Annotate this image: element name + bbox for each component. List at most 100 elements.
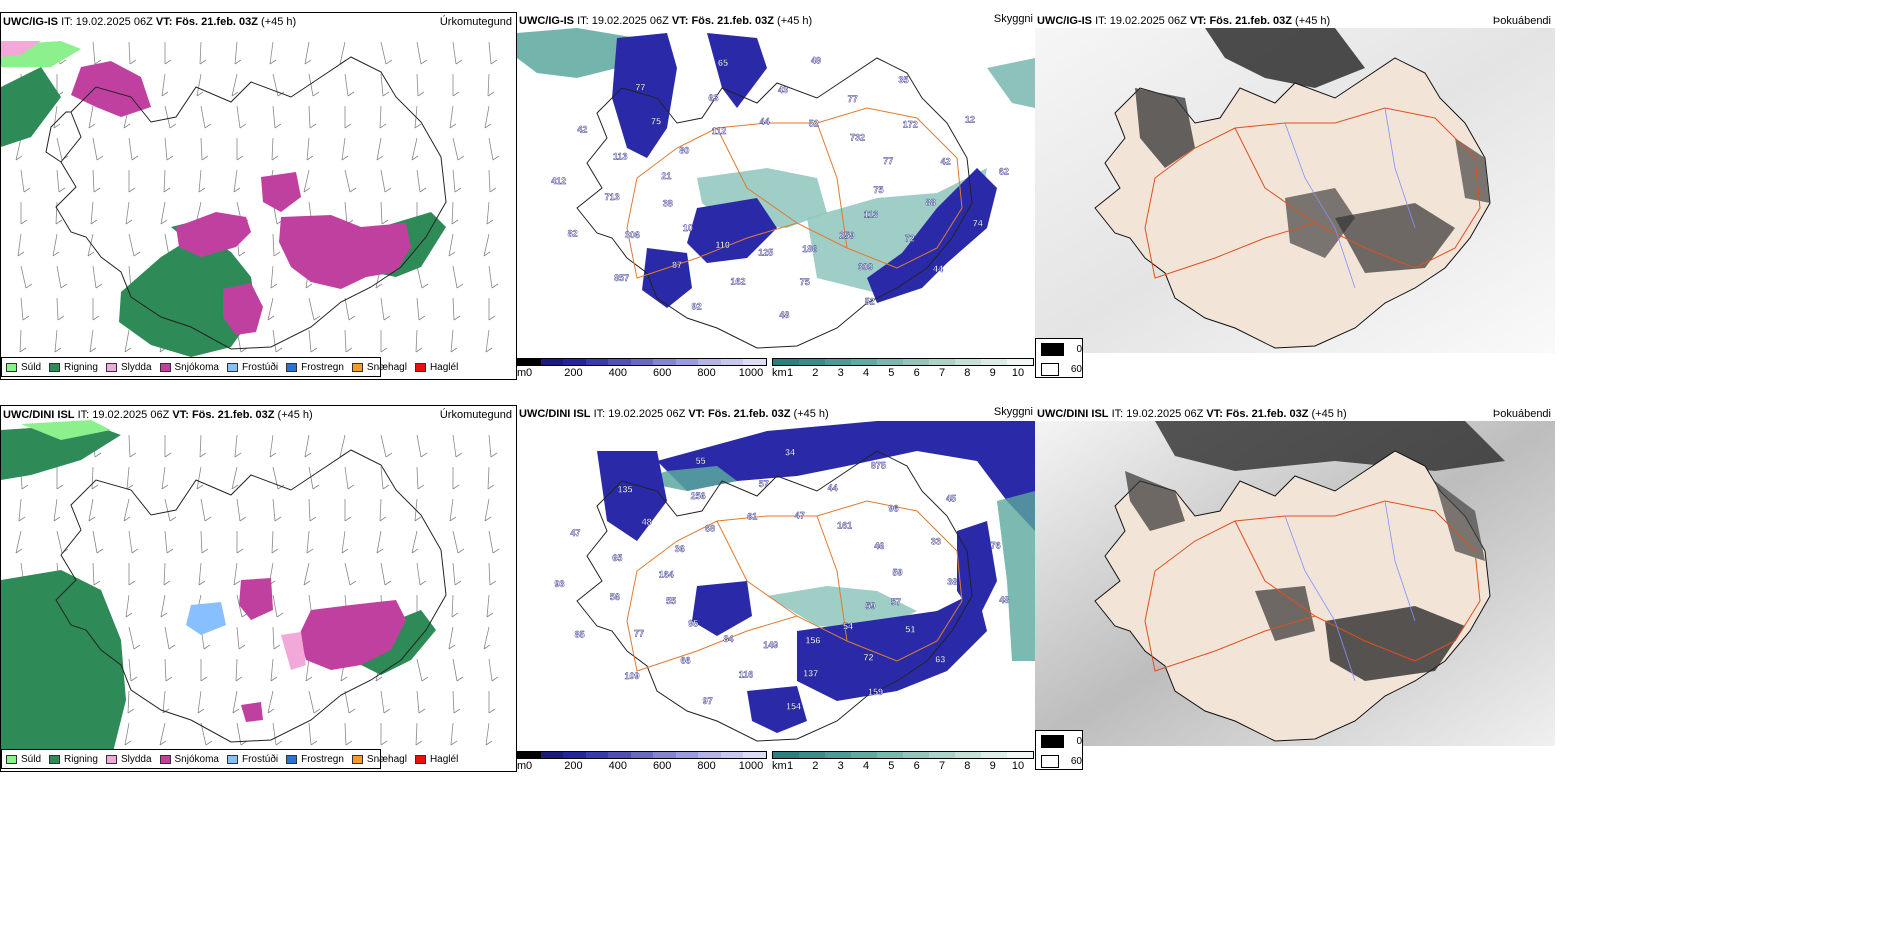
wind-barb [160, 201, 168, 225]
wind-barb [344, 106, 352, 129]
ceiling-value-label: 85 [575, 630, 585, 640]
wind-barb [452, 530, 465, 554]
wind-barb [308, 722, 318, 746]
wind-barb [164, 42, 172, 65]
legend-label: Súld [21, 753, 42, 765]
wind-barb [233, 562, 241, 586]
precip-map [1, 420, 500, 760]
wind-barb [92, 169, 101, 193]
colorbar-tick-label: 9 [989, 367, 996, 379]
colorbar-segment [773, 359, 799, 365]
low-ceiling-area-nw [612, 33, 677, 158]
snow-area-highland [261, 172, 301, 212]
colorbar-segment [799, 752, 825, 758]
wind-barb [488, 41, 498, 65]
legend-swatch [105, 362, 117, 372]
wind-barb [18, 498, 26, 522]
colorbar-segment [585, 752, 609, 758]
colorbar-segment [955, 752, 981, 758]
ceiling-value-label: 75 [873, 185, 883, 195]
wind-barb [308, 105, 317, 129]
legend-item: Snæhagl [351, 361, 407, 373]
wind-barb [416, 73, 425, 97]
low-ceiling-area-west [687, 198, 777, 263]
colorbar-segment [1007, 359, 1033, 365]
panel-title: Úrkomutegund [439, 16, 512, 28]
wind-barb [448, 626, 456, 650]
fog-indicator-panel-row1: UWC/IG-IS IT: 19.02.2025 06Z VT: Fös. 21… [1035, 12, 1555, 380]
wind-barb [231, 466, 239, 490]
colorbar-segment [563, 752, 586, 758]
panel-header: UWC/DINI ISL IT: 19.02.2025 06Z VT: Fös.… [1037, 408, 1347, 420]
wind-barb [416, 265, 429, 289]
wind-barb [234, 41, 242, 65]
colorbar-segment [608, 359, 631, 365]
wind-barb [452, 41, 463, 65]
ceiling-value-label: 33 [931, 536, 941, 546]
wind-barb [124, 329, 132, 353]
wind-barb [164, 105, 177, 129]
wind-barb [92, 41, 102, 65]
ceiling-value-labels: 75 88 74 113 72 44 259 309 52 186 75 48 125 162 92 110 8… [551, 55, 1009, 320]
wind-barb [344, 201, 354, 225]
iceland-coastline [576, 450, 973, 742]
colorbar-segment [518, 752, 541, 758]
ceiling-value-label: 66 [680, 656, 690, 666]
colorbar-segment [720, 752, 744, 758]
ceiling-value-label: 56 [610, 592, 620, 602]
ceiling-value-label: 44 [760, 117, 770, 127]
road-network [1144, 107, 1481, 279]
snow-area-south [223, 283, 263, 335]
colorbar-gradient [772, 751, 1034, 759]
wind-barb [123, 498, 131, 522]
ceiling-value-label: 21 [661, 171, 671, 181]
ceiling-value-label: 857 [614, 273, 629, 283]
wind-barb [267, 690, 275, 714]
ceiling-value-label: 48 [642, 517, 652, 527]
legend-swatch [286, 754, 298, 764]
wind-barb [56, 265, 68, 289]
ceiling-value-label: 162 [731, 277, 746, 287]
colorbar-segment [981, 359, 1007, 365]
wind-barb [272, 722, 283, 746]
colorbar-tick-label: 1000 [738, 367, 764, 379]
colorbar-segment [630, 359, 654, 365]
wind-barb [488, 691, 496, 714]
low-ceiling-area-east [867, 168, 997, 303]
colorbar-segment [955, 359, 981, 365]
ceiling-map: 59 51 63 54 72 159 156 137 154 149 116 97 84 66 109 95 7… [554, 421, 1035, 742]
legend-label: Snæhagl [366, 361, 407, 373]
panel-header: UWC/IG-IS IT: 19.02.2025 06Z VT: Fös. 21… [519, 15, 813, 27]
ceiling-value-label: 97 [703, 696, 713, 706]
ceiling-value-label: 80 [679, 146, 689, 156]
colorbar-segment [877, 752, 903, 758]
ceiling-panel-row2: UWC/DINI ISL IT: 19.02.2025 06Z VT: Fös.… [517, 405, 1035, 772]
wind-barb [380, 562, 392, 586]
fog-legend-label: 60 [1070, 363, 1082, 375]
precip-type-panel-row1: UWC/IG-IS IT: 19.02.2025 06Z VT: Fös. 21… [0, 12, 517, 380]
wind-barb [308, 466, 320, 490]
colorbar-unit: m [517, 760, 527, 772]
fog-indicator-panel-row2: UWC/DINI ISL IT: 19.02.2025 06Z VT: Fös.… [1035, 405, 1555, 772]
ceiling-value-label: 156 [805, 635, 820, 645]
wind-barb [488, 265, 499, 289]
wind-barb [198, 169, 206, 193]
fog-legend-swatch [1041, 754, 1059, 768]
legend-label: Frostregn [301, 753, 344, 765]
fog-patch-se [1335, 203, 1455, 273]
colorbar-segment [698, 359, 721, 365]
ceiling-value-label: 47 [570, 528, 580, 538]
wind-barb [88, 498, 96, 522]
drizzle-area-nw [21, 420, 111, 440]
wind-barb [380, 723, 388, 746]
snow-area-central [239, 578, 273, 620]
panel-header: UWC/IG-IS IT: 19.02.2025 06Z VT: Fös. 21… [3, 16, 297, 28]
ceiling-value-label: 57 [891, 597, 901, 607]
wind-barb [416, 297, 426, 321]
wind-barb [87, 233, 95, 257]
ceiling-value-label: 713 [605, 192, 620, 202]
ceiling-value-label: 84 [724, 634, 734, 644]
wind-barb [56, 297, 65, 321]
ceiling-value-label: 34 [785, 447, 795, 457]
colorbar-segment [929, 359, 955, 365]
